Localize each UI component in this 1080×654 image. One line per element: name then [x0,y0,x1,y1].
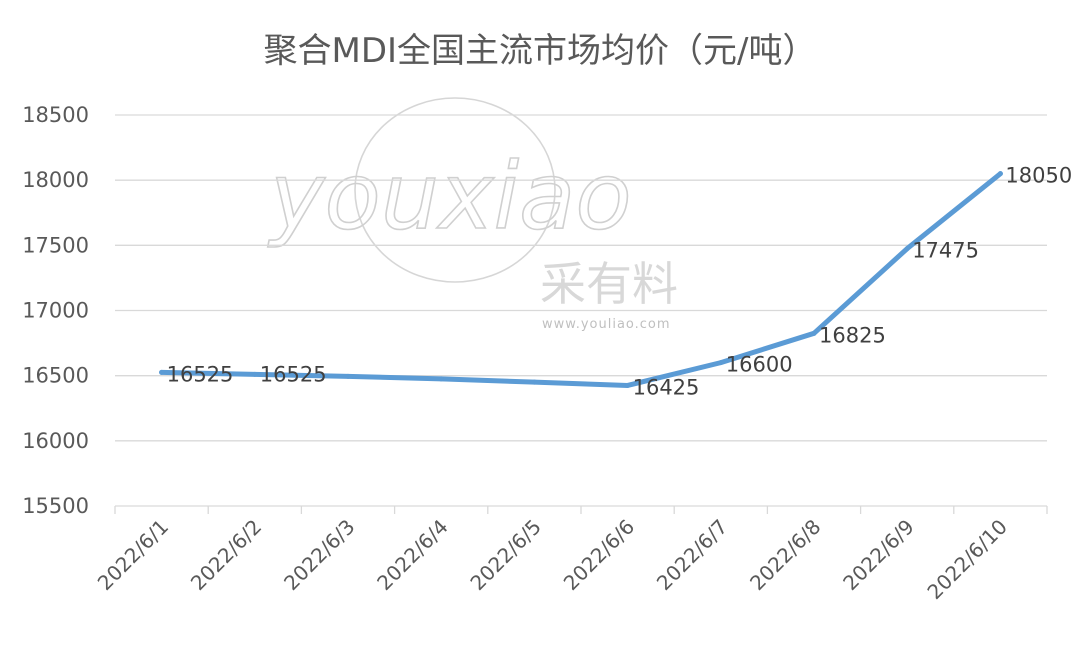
watermark-logo: youxiao [267,143,632,250]
data-point [997,171,1003,177]
data-label: 16425 [633,375,700,399]
y-tick-label: 18500 [22,103,89,127]
y-tick-label: 18000 [22,168,89,192]
data-point [718,360,724,366]
y-axis: 15500 16000 16500 17000 17500 18000 18500 [22,103,89,518]
data-label: 18050 [1005,164,1072,188]
data-point [811,330,817,336]
data-point [252,371,258,377]
chart-title: 聚合MDI全国主流市场均价（元/吨） [264,31,817,71]
y-tick-label: 16000 [22,429,89,453]
y-tick-label: 17500 [22,233,89,257]
watermark: youxiao 采有料 www.youliao.com [266,97,678,332]
data-labels: 16525 16525 16425 16600 16825 17475 18050 [167,164,1073,400]
series-layer [159,171,1003,388]
data-label: 17475 [912,239,979,263]
data-point [159,369,165,375]
y-tick-label: 15500 [22,494,89,518]
data-point [904,246,910,252]
data-point [625,382,631,388]
data-label: 16600 [726,353,793,377]
data-point [531,379,537,385]
watermark-url: www.youliao.com [542,317,671,332]
series-line [159,171,1003,388]
data-label: 16825 [819,323,886,347]
data-point [345,373,351,379]
watermark-cn: 采有料 [540,257,678,311]
watermark-ring [354,97,556,283]
y-tick-label: 16500 [22,364,89,388]
data-label: 16525 [167,362,234,386]
data-point [438,376,444,382]
data-label: 16525 [260,362,327,386]
y-tick-label: 17000 [22,299,89,323]
